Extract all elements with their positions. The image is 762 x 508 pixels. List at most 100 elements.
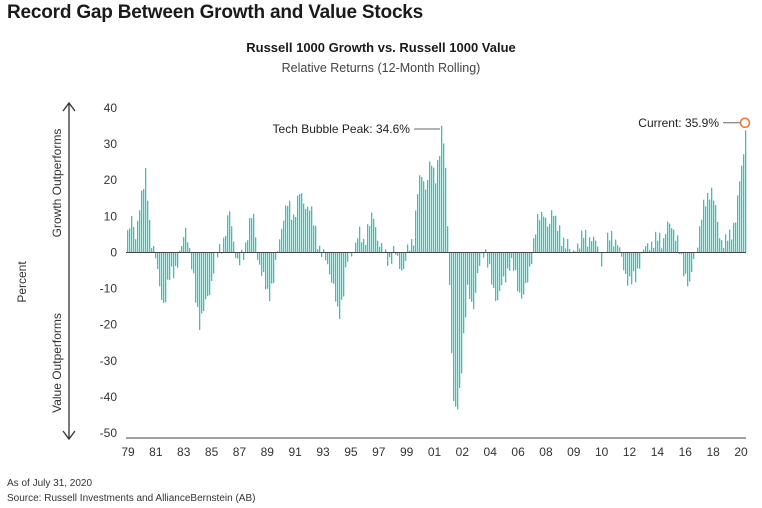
- annotations: Tech Bubble Peak: 34.6% Current: 35.9%: [273, 116, 751, 136]
- data-bar: [377, 240, 379, 253]
- data-bar: [153, 246, 155, 253]
- data-bar: [221, 252, 223, 254]
- data-bar: [735, 222, 737, 253]
- data-bar: [265, 252, 267, 290]
- data-bar: [251, 218, 253, 253]
- data-bar: [147, 200, 149, 253]
- x-tick-label: 83: [177, 445, 191, 459]
- data-bar: [725, 234, 727, 253]
- data-bar: [535, 234, 537, 253]
- data-bar: [255, 237, 257, 253]
- data-bar: [329, 252, 331, 275]
- y-tick-labels: 40 30 20 10 0 -10 -20 -30 -40 -50: [100, 101, 118, 440]
- data-bar: [305, 208, 307, 253]
- chart-plot: Growth Outperforms Value Outperforms Per…: [15, 101, 751, 459]
- data-bar: [303, 203, 305, 253]
- data-bar: [267, 252, 269, 289]
- data-bar: [455, 252, 457, 407]
- data-bar: [361, 242, 363, 253]
- data-bar: [243, 252, 245, 260]
- data-bar: [723, 247, 725, 253]
- data-bar: [407, 244, 409, 253]
- x-tick-label: 08: [539, 445, 553, 459]
- data-bar: [643, 249, 645, 253]
- data-bar: [421, 176, 423, 253]
- data-bar: [547, 226, 549, 253]
- data-bar: [689, 252, 691, 282]
- data-bar: [665, 233, 667, 253]
- data-bar: [235, 252, 237, 258]
- data-bar: [545, 217, 547, 253]
- x-tick-label: 04: [484, 445, 498, 459]
- data-bar: [465, 252, 467, 318]
- data-bar: [365, 245, 367, 253]
- data-bar: [709, 199, 711, 253]
- data-bar: [559, 225, 561, 253]
- data-bar: [277, 251, 279, 253]
- data-bar: [337, 252, 339, 307]
- data-bar: [577, 243, 579, 253]
- data-bar: [509, 252, 511, 271]
- data-bar: [151, 247, 153, 253]
- data-bar: [659, 232, 661, 253]
- direction-arrow: [62, 101, 76, 441]
- data-bar: [269, 252, 271, 302]
- data-bar: [371, 212, 373, 253]
- data-bar: [143, 188, 145, 253]
- data-bar: [171, 252, 173, 267]
- y-tick-label: 20: [104, 173, 118, 187]
- data-bar: [249, 217, 251, 253]
- data-bar: [611, 230, 613, 253]
- data-bar: [381, 242, 383, 253]
- data-bar: [443, 143, 445, 253]
- tech-bubble-annotation: Tech Bubble Peak: 34.6%: [273, 122, 411, 136]
- data-bar: [183, 237, 185, 253]
- data-bar: [449, 252, 451, 286]
- bar-series: [127, 125, 747, 410]
- data-bar: [219, 244, 221, 253]
- y-tick-label: 30: [104, 137, 118, 151]
- data-bar: [483, 252, 485, 258]
- data-bar: [203, 252, 205, 312]
- data-bar: [477, 252, 479, 274]
- data-bar: [699, 226, 701, 253]
- data-bar: [565, 248, 567, 253]
- data-bar: [637, 252, 639, 269]
- data-bar: [525, 252, 527, 284]
- data-bar: [281, 229, 283, 253]
- data-bar: [701, 219, 703, 253]
- data-bar: [441, 125, 443, 253]
- data-bar: [523, 252, 525, 295]
- data-bar: [293, 214, 295, 253]
- data-bar: [327, 252, 329, 265]
- data-bar: [291, 219, 293, 253]
- x-tick-label: 93: [316, 445, 330, 459]
- data-bar: [239, 252, 241, 266]
- data-bar: [647, 243, 649, 253]
- data-bar: [207, 252, 209, 297]
- data-bar: [481, 252, 483, 254]
- data-bar: [433, 167, 435, 253]
- x-tick-label: 81: [149, 445, 163, 459]
- data-bar: [655, 231, 657, 253]
- growth-outperforms-label: Growth Outperforms: [50, 129, 64, 238]
- data-bar: [693, 252, 695, 259]
- data-bar: [487, 252, 489, 268]
- data-bar: [225, 235, 227, 253]
- data-bar: [149, 219, 151, 253]
- x-tick-label: 79: [121, 445, 135, 459]
- data-bar: [417, 194, 419, 253]
- data-bar: [661, 248, 663, 253]
- data-bar: [737, 195, 739, 253]
- data-bar: [533, 238, 535, 253]
- data-bar: [135, 239, 137, 253]
- data-bar: [597, 246, 599, 253]
- data-bar: [283, 220, 285, 253]
- data-bar: [435, 183, 437, 253]
- data-bar: [167, 252, 169, 280]
- data-bar: [285, 205, 287, 253]
- data-bar: [195, 252, 197, 303]
- data-bar: [201, 252, 203, 314]
- data-bar: [331, 252, 333, 283]
- data-bar: [567, 238, 569, 253]
